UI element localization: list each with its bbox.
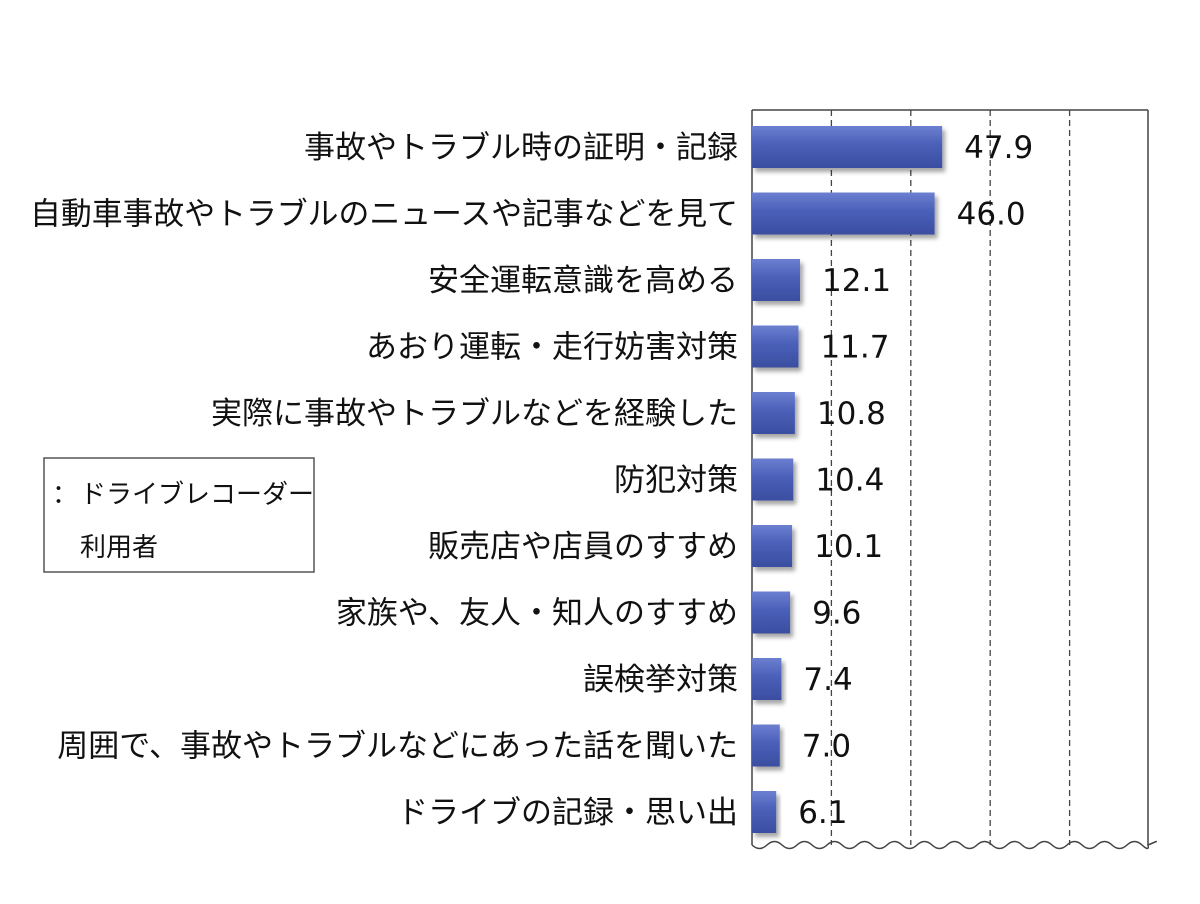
- category-label: 事故やトラブル時の証明・記録: [304, 130, 738, 166]
- value-label: 6.1: [798, 795, 847, 831]
- bar: [752, 192, 935, 235]
- category-label: ドライブの記録・思い出: [397, 795, 738, 831]
- legend-box: [43, 457, 315, 573]
- category-label: 誤検挙対策: [583, 662, 738, 698]
- value-label: 10.8: [817, 396, 886, 432]
- bar: [752, 325, 799, 368]
- bar: [752, 458, 794, 501]
- bar: [752, 658, 782, 700]
- value-label: 47.9: [964, 130, 1033, 166]
- category-label: 家族や、友人・知人のすすめ: [336, 596, 738, 632]
- value-label: 7.4: [803, 662, 852, 698]
- bar: [752, 259, 801, 301]
- legend-marker: ：: [52, 480, 78, 510]
- category-label: 安全運転意識を高める: [428, 263, 738, 299]
- legend-label-line2: 利用者: [80, 533, 158, 563]
- value-label: 10.1: [814, 529, 883, 565]
- bar: [752, 392, 795, 434]
- category-label: 販売店や店員のすすめ: [428, 529, 738, 565]
- value-label: 46.0: [957, 197, 1026, 233]
- bar: [752, 591, 791, 634]
- category-label: あおり運転・走行妨害対策: [366, 330, 738, 366]
- bar: [752, 791, 777, 833]
- bars: [752, 126, 943, 833]
- value-label: 10.4: [815, 463, 884, 499]
- axis-break-wave: [751, 840, 1157, 850]
- value-label: 7.0: [802, 729, 851, 765]
- category-label: 防犯対策: [614, 463, 738, 499]
- category-label: 周囲で、事故やトラブルなどにあった話を聞いた: [57, 729, 738, 765]
- value-label: 9.6: [812, 596, 861, 632]
- value-labels: 47.9 46.0 12.1 11.7 10.8 10.4 10.1 9.6 7.4 7.0 6.1: [798, 130, 1033, 831]
- value-label: 12.1: [822, 263, 891, 299]
- legend: ： ドライブレコーダー 利用者: [43, 457, 315, 573]
- bar: [752, 525, 793, 567]
- category-label: 実際に事故やトラブルなどを経験した: [211, 396, 738, 432]
- legend-label-line1: ドライブレコーダー: [80, 480, 314, 510]
- bar: [752, 126, 943, 168]
- bar: [752, 724, 780, 767]
- category-label: 自動車事故やトラブルのニュースや記事などを見て: [30, 197, 738, 233]
- value-label: 11.7: [820, 330, 889, 366]
- category-labels: 事故やトラブル時の証明・記録自動車事故やトラブルのニュースや記事などを見て安全運…: [30, 130, 738, 831]
